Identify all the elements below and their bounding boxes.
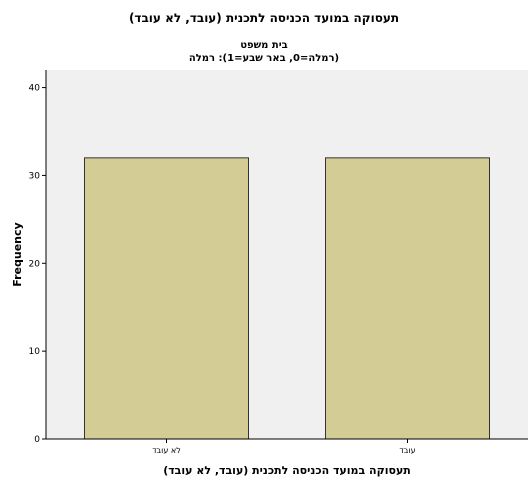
chart-title: תעסוקה במועד הכניסה לתכנית (עובד, לא עוב… [128,11,400,25]
y-axis-ticks: 0 10 20 30 40 [29,84,46,445]
x-tick-label: עובד [399,446,415,455]
bars [84,157,490,440]
x-axis-title: תעסוקה במועד הכניסה לתכנית (עובד, לא עוב… [163,464,411,477]
y-tick-label: 30 [29,171,41,181]
y-axis-title: Frequency [11,222,24,286]
x-tick-label: לא עובד [152,446,181,455]
y-tick-label: 40 [29,84,41,94]
y-tick-label: 10 [29,347,41,357]
y-tick-label: 0 [34,435,40,445]
bar [325,157,490,440]
y-tick-label: 20 [29,259,41,269]
panel-subtitle: (רמלה=0, באר שבע=1): רמלה [188,53,340,64]
panel-title: בית משפט [240,40,288,51]
bar [84,157,249,440]
x-axis-ticks: לא עובד עובד [152,439,416,455]
